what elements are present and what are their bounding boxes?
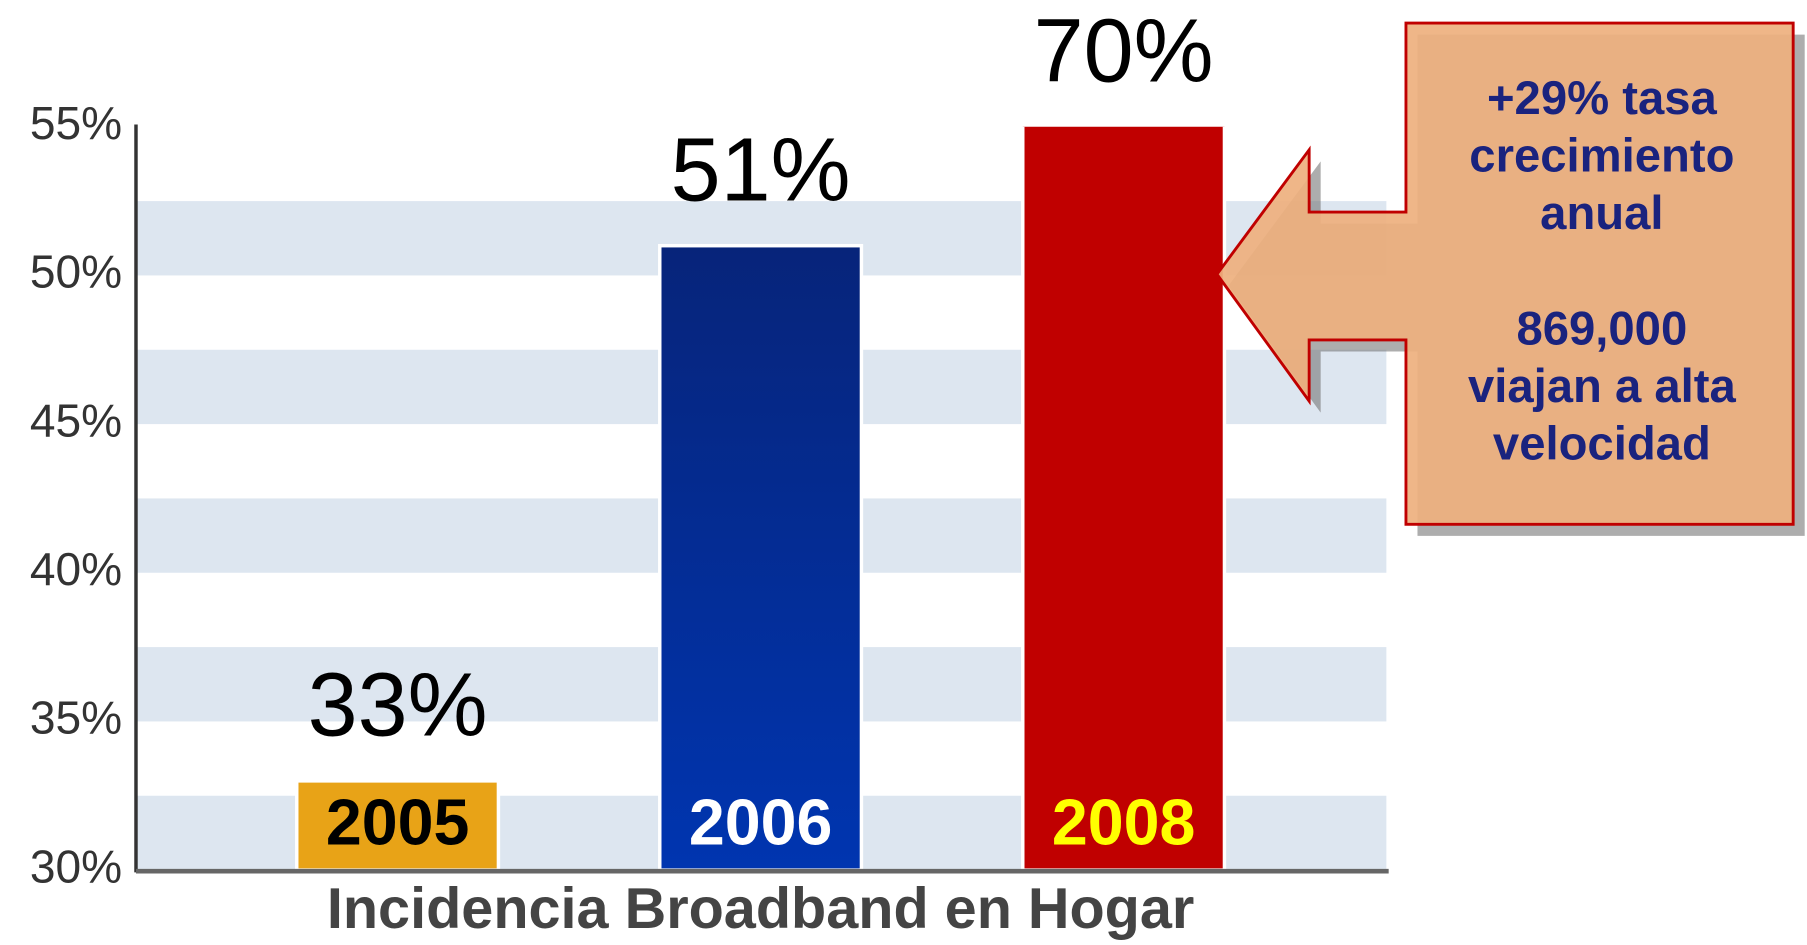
y-tick-label: 45% — [30, 394, 122, 446]
category-label: 2006 — [689, 786, 833, 858]
y-tick-label: 50% — [30, 246, 122, 298]
callout — [1215, 21, 1805, 536]
callout-text: 869,000 — [1516, 302, 1687, 355]
callout-text: viajan a alta — [1468, 360, 1737, 413]
y-tick-label: 40% — [30, 543, 122, 595]
x-axis-title: Incidencia Broadband en Hogar — [327, 877, 1195, 941]
bars — [295, 126, 1227, 871]
value-label: 70% — [1034, 1, 1214, 101]
y-tick-label: 35% — [30, 692, 122, 744]
bar — [1021, 126, 1227, 871]
bar — [658, 243, 864, 871]
value-label: 51% — [671, 120, 851, 220]
value-label: 33% — [308, 655, 488, 755]
category-label: 2005 — [326, 786, 470, 858]
y-tick-label: 55% — [30, 97, 122, 149]
callout-text: crecimiento — [1469, 130, 1734, 183]
callout-text: velocidad — [1493, 418, 1711, 471]
category-label: 2008 — [1052, 786, 1196, 858]
callout-box — [1215, 21, 1795, 526]
labels: 30% 35% 40% 45% 50% 55% 2005 33% 2006 51% 2008 70% +… — [30, 1, 1737, 892]
callout-text: +29% tasa — [1487, 72, 1718, 125]
y-tick-label: 30% — [30, 840, 122, 892]
callout-text: anual — [1540, 187, 1663, 240]
bar — [295, 779, 501, 871]
